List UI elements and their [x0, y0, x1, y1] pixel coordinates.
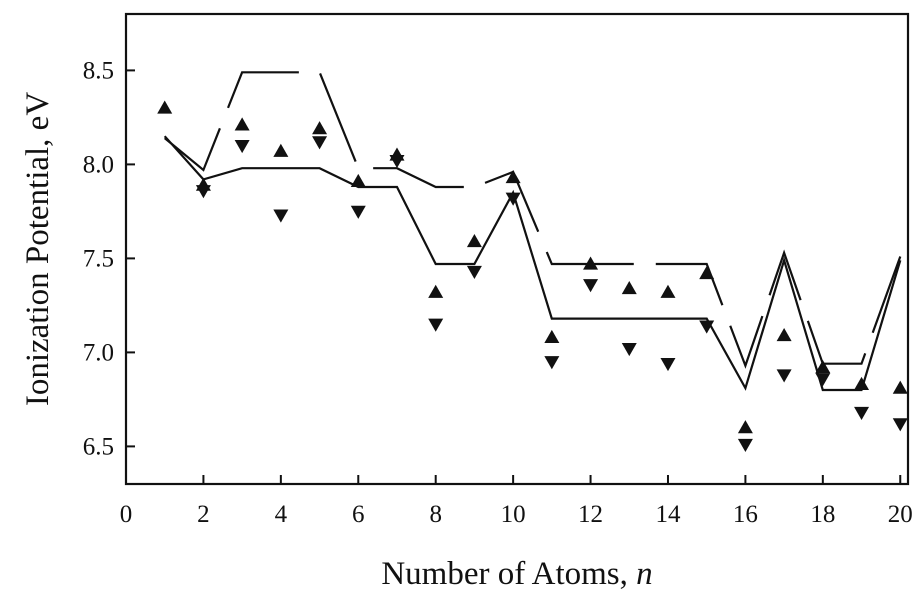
- triangle-down-point: [350, 205, 366, 219]
- x-axis-title-variable: n: [636, 556, 653, 592]
- triangle-down-point: [737, 438, 753, 453]
- triangle-down-point: [892, 418, 908, 432]
- triangle-down-point: [505, 192, 521, 206]
- x-tick-label: 4: [275, 501, 288, 528]
- triangle-down-point: [776, 369, 792, 383]
- x-axis-title: Number of Atoms, n: [381, 556, 652, 592]
- triangle-down-point: [312, 136, 328, 150]
- triangle-up-point: [157, 100, 173, 114]
- triangle-down-point: [466, 265, 482, 280]
- triangle-up-point: [466, 233, 482, 248]
- triangle-up-point: [621, 280, 637, 295]
- y-tick-label: 7.5: [83, 245, 114, 272]
- triangle-up-point: [776, 327, 792, 342]
- triangle-up-point: [737, 420, 753, 434]
- y-tick-label: 7.0: [83, 339, 114, 366]
- solid-series-line: [163, 135, 902, 392]
- triangle-down-point: [621, 343, 637, 357]
- triangle-up-point: [544, 329, 560, 343]
- triangle-down-point: [273, 209, 289, 223]
- plot-area: [124, 12, 910, 486]
- triangle-down-point: [854, 406, 870, 421]
- triangle-down-point: [815, 373, 831, 387]
- dashed-series-line: [164, 71, 902, 369]
- triangle-down-point: [544, 356, 560, 370]
- x-axis: 0 2 4 6 8 10 12 14 16 18 20: [120, 475, 913, 528]
- triangle-up-point: [505, 170, 521, 184]
- series-markers: [157, 100, 908, 453]
- x-tick-label: 16: [733, 501, 758, 528]
- x-tick-label: 8: [429, 501, 442, 528]
- triangle-up-point: [660, 284, 676, 298]
- triangle-up-point: [815, 359, 831, 374]
- triangle-up-point: [312, 121, 328, 135]
- x-tick-label: 2: [197, 501, 210, 528]
- y-axis: 6.5 7.0 7.5 8.0 8.5: [83, 57, 135, 460]
- y-tick-label: 6.5: [83, 433, 114, 460]
- triangle-up-point: [273, 143, 289, 157]
- x-tick-label: 10: [501, 501, 526, 528]
- x-tick-label: 6: [352, 501, 365, 528]
- triangle-up-point: [350, 173, 366, 187]
- triangle-down-point: [699, 320, 715, 334]
- triangle-down-point: [428, 318, 444, 332]
- x-tick-label: 20: [888, 501, 913, 528]
- y-tick-label: 8.5: [83, 57, 114, 84]
- plot-frame: [124, 12, 910, 486]
- y-tick-label: 8.0: [83, 151, 114, 178]
- x-tick-label: 14: [655, 501, 681, 528]
- triangle-up-point: [699, 265, 715, 280]
- triangle-down-point: [660, 358, 676, 372]
- triangle-up-point: [854, 376, 870, 390]
- triangle-down-point: [195, 185, 211, 199]
- triangle-down-point: [389, 155, 405, 169]
- x-tick-label: 18: [810, 501, 835, 528]
- x-tick-label: 0: [120, 501, 133, 528]
- y-axis-title: Ionization Potential, eV: [20, 92, 56, 407]
- triangle-up-point: [892, 380, 908, 394]
- x-tick-label: 12: [578, 501, 603, 528]
- series-lines: [163, 71, 902, 392]
- triangle-up-point: [583, 256, 599, 270]
- triangle-down-point: [583, 279, 599, 293]
- triangle-down-point: [234, 139, 250, 154]
- x-axis-title-text: Number of Atoms,: [381, 556, 636, 592]
- triangle-up-point: [234, 117, 250, 131]
- triangle-up-point: [428, 284, 444, 298]
